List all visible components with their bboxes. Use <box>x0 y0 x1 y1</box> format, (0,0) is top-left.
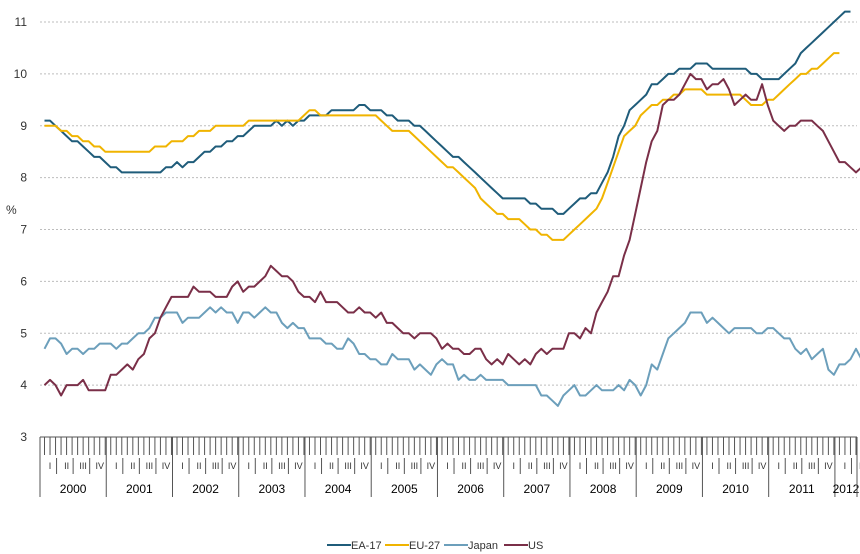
quarter-label: II <box>197 461 202 471</box>
quarter-label: II <box>64 461 69 471</box>
legend-label: Japan <box>468 540 498 552</box>
year-label: 2002 <box>192 482 219 496</box>
legend-label: EU-27 <box>409 540 440 552</box>
y-tick-label: 11 <box>15 15 28 29</box>
y-tick-label: 6 <box>20 274 27 288</box>
year-label: 2011 <box>789 482 815 496</box>
quarter-label: I <box>314 461 317 471</box>
quarter-label: II <box>594 461 599 471</box>
y-tick-label: 8 <box>20 171 27 185</box>
quarter-label: IV <box>824 461 833 471</box>
quarter-label: IV <box>625 461 634 471</box>
quarter-label: III <box>79 461 87 471</box>
quarter-label: III <box>609 461 617 471</box>
quarter-label: II <box>263 461 268 471</box>
quarter-label: III <box>543 461 551 471</box>
quarter-label: III <box>676 461 684 471</box>
quarter-label: IV <box>162 461 171 471</box>
y-tick-label: 4 <box>20 378 27 392</box>
quarter-label: I <box>247 461 250 471</box>
year-label: 2009 <box>656 482 683 496</box>
quarter-label: II <box>660 461 665 471</box>
year-label: 2000 <box>60 482 87 496</box>
y-axis: 3 4 5 6 7 8 9 10 11 <box>14 15 28 444</box>
quarter-label: I <box>777 461 780 471</box>
y-tick-label: 9 <box>20 119 27 133</box>
quarter-label: IV <box>294 461 303 471</box>
quarter-label: III <box>742 461 750 471</box>
year-label: 2008 <box>590 482 617 496</box>
year-label: 2005 <box>391 482 418 496</box>
quarter-label: III <box>212 461 220 471</box>
quarter-label: I <box>115 461 118 471</box>
quarter-label: IV <box>559 461 568 471</box>
year-label: 2012 <box>833 482 860 496</box>
quarter-label: I <box>181 461 184 471</box>
quarter-label: II <box>793 461 798 471</box>
legend-label: EA-17 <box>351 540 382 552</box>
quarter-label: I <box>579 461 582 471</box>
quarter-label: I <box>49 461 52 471</box>
year-label: 2003 <box>258 482 285 496</box>
quarter-label: IV <box>95 461 104 471</box>
quarter-label: II <box>528 461 533 471</box>
y-axis-label: % <box>6 203 17 217</box>
legend: EA-17 EU-27 Japan US <box>327 540 543 552</box>
quarter-label: IV <box>758 461 767 471</box>
y-tick-label: 5 <box>20 326 27 340</box>
series-line-japan <box>43 306 860 407</box>
quarter-label: III <box>146 461 154 471</box>
quarter-label: IV <box>692 461 701 471</box>
quarter-label: II <box>395 461 400 471</box>
quarter-label: I <box>645 461 648 471</box>
series-lines <box>43 10 860 407</box>
quarter-label: II <box>859 461 860 471</box>
quarter-label: I <box>380 461 383 471</box>
legend-label: US <box>528 540 543 552</box>
quarter-label: II <box>130 461 135 471</box>
quarter-label: II <box>462 461 467 471</box>
year-label: 2001 <box>126 482 153 496</box>
quarter-label: I <box>844 461 847 471</box>
quarter-label: II <box>727 461 732 471</box>
quarter-label: I <box>711 461 714 471</box>
quarter-label: I <box>512 461 515 471</box>
year-label: 2007 <box>523 482 550 496</box>
quarter-label: III <box>278 461 286 471</box>
quarter-label: II <box>329 461 334 471</box>
quarter-label: III <box>344 461 352 471</box>
quarter-label: III <box>477 461 485 471</box>
y-tick-label: 7 <box>20 223 27 237</box>
series-line-ea-17 <box>44 10 851 215</box>
quarter-label: IV <box>228 461 237 471</box>
gridlines <box>40 21 857 386</box>
series-line-us <box>43 72 860 397</box>
quarter-label: IV <box>360 461 369 471</box>
y-tick-label: 3 <box>20 430 27 444</box>
year-label: 2010 <box>722 482 749 496</box>
quarter-label: III <box>411 461 419 471</box>
quarter-label: IV <box>493 461 502 471</box>
y-tick-label: 10 <box>14 67 28 81</box>
year-label: 2006 <box>457 482 484 496</box>
series-line-eu-27 <box>44 52 840 241</box>
year-label: 2004 <box>325 482 352 496</box>
quarter-label: III <box>808 461 816 471</box>
quarter-label: I <box>446 461 449 471</box>
quarter-label: IV <box>427 461 436 471</box>
